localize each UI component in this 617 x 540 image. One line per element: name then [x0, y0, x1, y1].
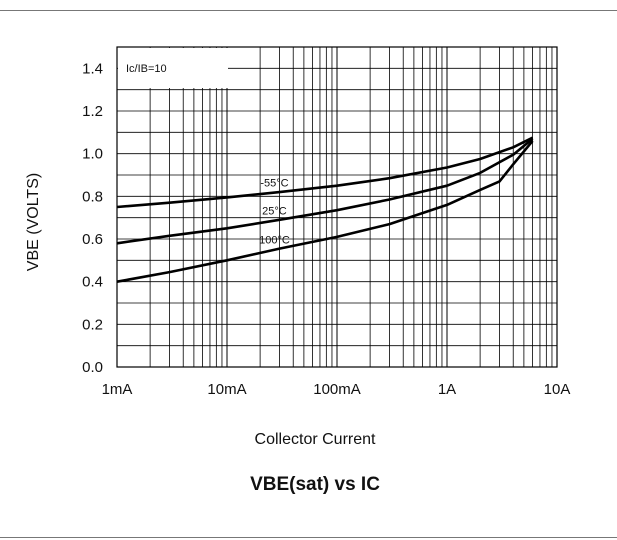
series-labels: -55°C 25°C 100°C [259, 178, 290, 247]
series-line [116, 140, 534, 283]
top-rule [0, 10, 617, 11]
x-tick-label: 1A [438, 381, 456, 398]
x-axis-label: Collector Current [255, 431, 376, 448]
chart-title: VBE(sat) vs IC [250, 474, 380, 495]
y-tick-label: 0.4 [82, 274, 103, 291]
series-line [116, 136, 534, 209]
y-tick-label: 0.6 [82, 231, 103, 248]
y-tick-labels: 0.0 0.2 0.4 0.6 0.8 1.0 1.2 1.4 [82, 60, 103, 376]
series-line [116, 137, 534, 245]
x-tick-label: 10mA [207, 381, 246, 398]
y-tick-label: 1.4 [82, 60, 103, 77]
y-tick-label: 0.0 [82, 359, 103, 376]
y-tick-label: 1.0 [82, 146, 103, 163]
x-tick-label: 10A [544, 381, 571, 398]
series-label: 25°C [262, 206, 287, 218]
bottom-rule [0, 537, 617, 538]
x-tick-label: 1mA [102, 381, 133, 398]
y-axis-label: VBE (VOLTS) [25, 173, 42, 271]
series-label: 100°C [259, 235, 290, 247]
series-lines [116, 136, 534, 283]
y-tick-label: 0.2 [82, 316, 103, 333]
annotation-box [118, 48, 228, 88]
annotation-ic-ib: Ic/IB=10 [126, 63, 167, 75]
y-tick-label: 1.2 [82, 103, 103, 120]
x-tick-labels: 1mA 10mA 100mA 1A 10A [102, 381, 571, 398]
x-tick-label: 100mA [313, 381, 361, 398]
grid [116, 47, 557, 367]
series-label: -55°C [260, 178, 288, 190]
y-tick-label: 0.8 [82, 188, 103, 205]
